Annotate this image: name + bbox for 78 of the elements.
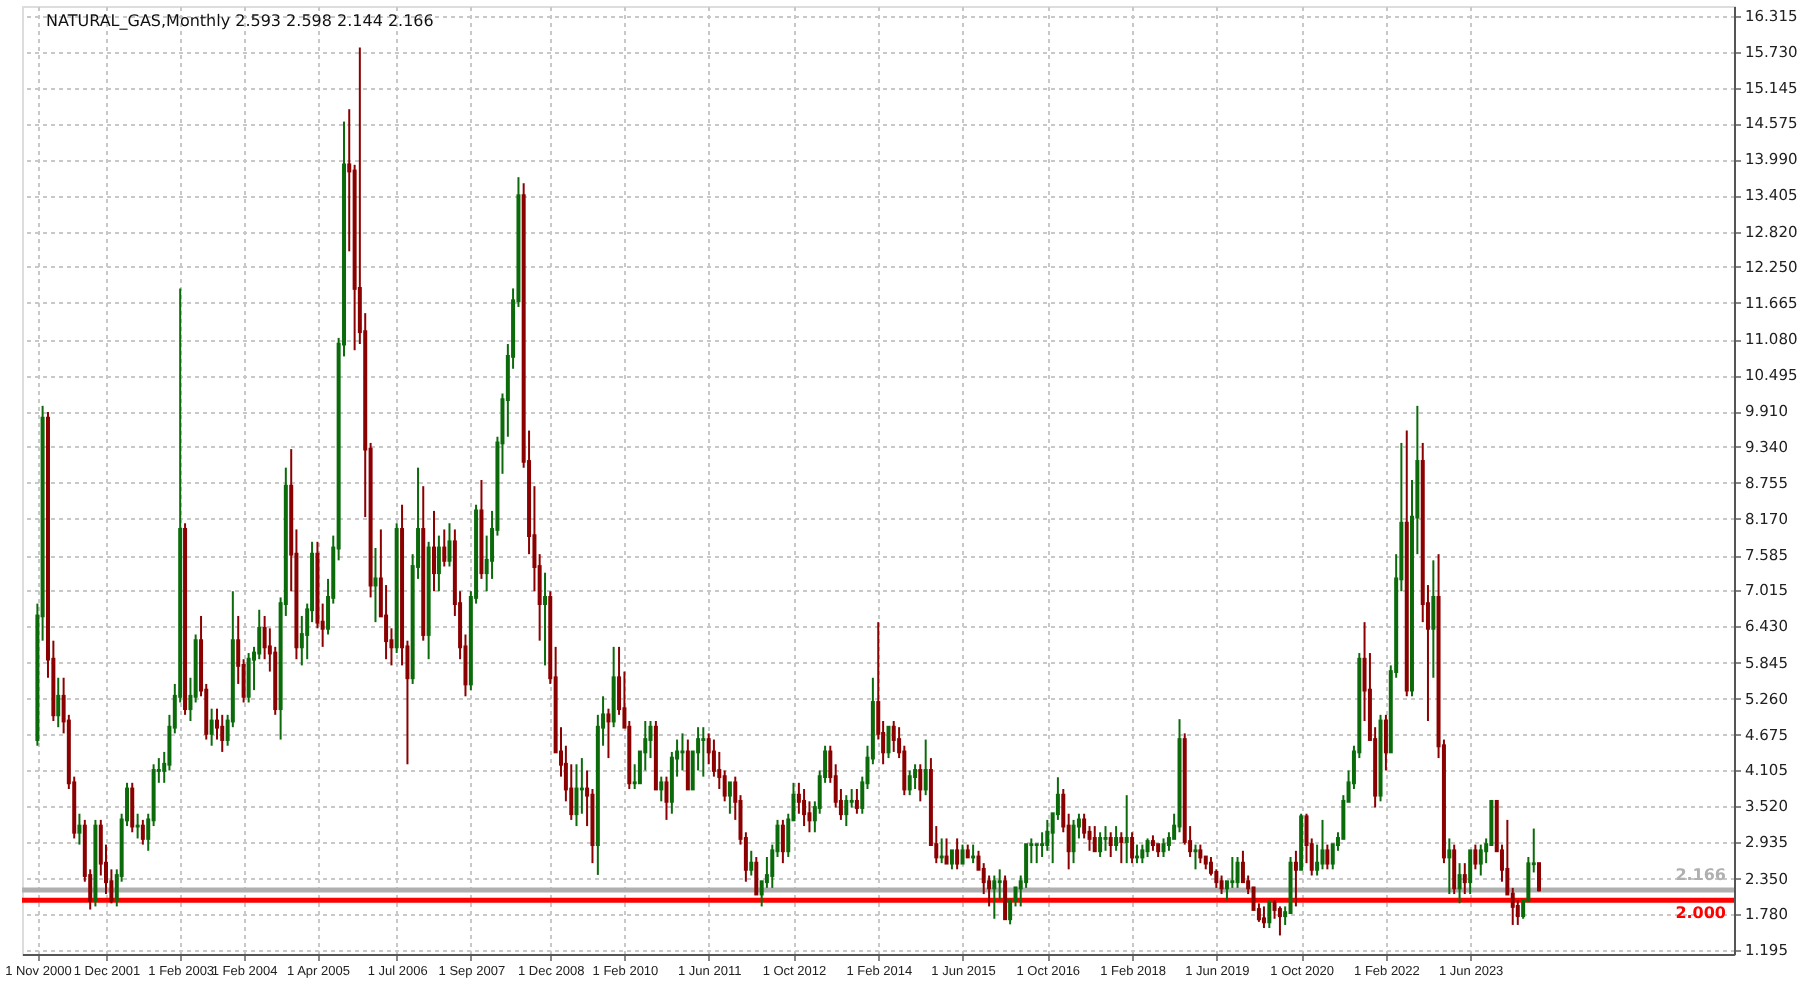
candlestick (447, 522, 452, 568)
candlestick (1235, 855, 1240, 889)
candlestick (1092, 825, 1097, 853)
candlestick (246, 652, 251, 704)
candlestick (606, 707, 611, 760)
candlestick (854, 788, 859, 815)
candlestick (1267, 899, 1272, 930)
candlestick (436, 534, 441, 593)
candlestick (886, 725, 891, 760)
candlestick (754, 855, 759, 896)
candlestick (1071, 818, 1076, 865)
candlestick (1193, 843, 1198, 871)
candlestick (1325, 843, 1330, 871)
candlestick (1452, 843, 1457, 896)
candlestick (685, 738, 690, 791)
candlestick (849, 788, 854, 809)
candlestick (1230, 855, 1235, 889)
candlestick (432, 509, 437, 593)
candlestick (1293, 849, 1298, 908)
candlestick (1198, 843, 1203, 865)
candlestick (442, 528, 447, 568)
candlestick (955, 837, 960, 871)
candlestick (727, 781, 732, 815)
candlestick (1277, 905, 1282, 937)
candlestick (384, 584, 389, 661)
candlestick (918, 763, 923, 803)
candlestick (220, 713, 225, 753)
candlestick (1383, 713, 1388, 772)
candlestick (1468, 849, 1473, 896)
candlestick (749, 849, 754, 877)
candlestick (140, 818, 145, 846)
candlestick (1114, 825, 1119, 852)
candlestick (992, 874, 997, 920)
candlestick (997, 868, 1002, 902)
candlestick (701, 726, 706, 778)
candlestick (923, 738, 928, 797)
ref-line-label: 2.000 (1675, 904, 1727, 923)
candlestick (802, 788, 807, 828)
chart-title: NATURAL_GAS,Monthly 2.593 2.598 2.144 2.166 (46, 12, 434, 30)
candlestick (56, 676, 61, 729)
candlestick (1447, 837, 1452, 896)
candlestick (913, 763, 918, 790)
candlestick (1431, 559, 1436, 679)
candlestick (1219, 874, 1224, 896)
candlestick (907, 769, 912, 797)
candlestick (949, 849, 954, 871)
candlestick (1103, 825, 1108, 852)
candlestick (1462, 862, 1467, 896)
candlestick (574, 763, 579, 828)
candlestick (1478, 843, 1483, 877)
candlestick (960, 843, 965, 865)
candlestick (944, 837, 949, 865)
candlestick (1320, 818, 1325, 871)
candlestick (373, 546, 378, 624)
candlestick (1145, 837, 1150, 858)
candlestick (891, 720, 896, 753)
candlestick (130, 781, 135, 834)
candlestick (1098, 831, 1103, 858)
candlestick (1161, 837, 1166, 858)
candlestick (209, 707, 214, 747)
candlestick (1457, 862, 1462, 905)
candlestick (77, 812, 82, 846)
candlestick (1124, 794, 1129, 865)
candlestick (1140, 843, 1145, 865)
candlestick (1003, 874, 1008, 921)
candlestick (844, 794, 849, 828)
candlestick (611, 645, 616, 729)
candlestick (1119, 831, 1124, 865)
candlestick (1130, 831, 1135, 865)
candlestick (1166, 831, 1171, 852)
candlestick (1261, 905, 1266, 930)
candlestick (1108, 831, 1113, 858)
candlestick (659, 775, 664, 803)
candlestick (543, 571, 548, 667)
candlestick (664, 775, 669, 821)
candlestick (1473, 843, 1478, 871)
ref-line-label: 2.166 (1675, 865, 1727, 884)
candlestick (780, 818, 785, 865)
